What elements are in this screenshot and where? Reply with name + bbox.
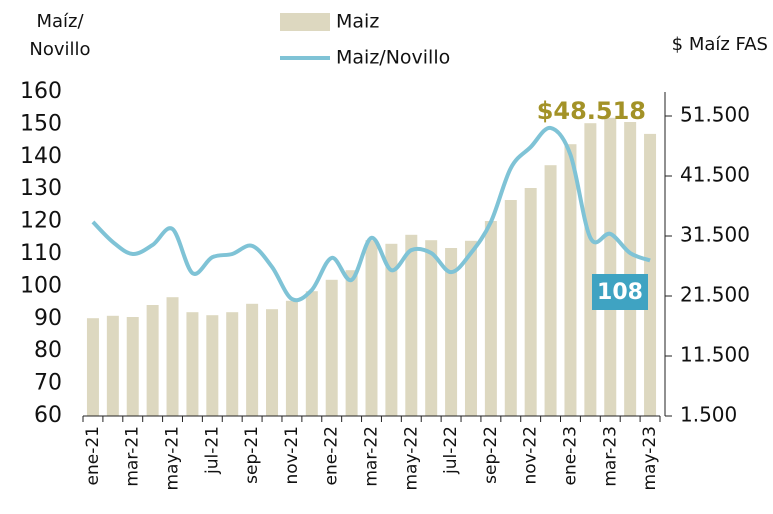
- bar: [146, 305, 159, 416]
- y-tick-label: 120: [20, 209, 62, 234]
- x-tick-label: jul-22: [441, 426, 461, 475]
- bar: [126, 317, 139, 416]
- x-tick-label: ene-22: [322, 426, 342, 485]
- bar: [325, 279, 338, 416]
- bar: [584, 123, 597, 416]
- legend-label: Maiz: [336, 11, 379, 33]
- y2-tick-label: 51.500: [680, 103, 750, 127]
- x-tick-label: mar-23: [600, 426, 620, 487]
- bar: [246, 303, 259, 416]
- x-tick-label: ene-21: [83, 426, 103, 485]
- x-tick-label: jul-21: [202, 426, 222, 475]
- bar: [484, 221, 497, 416]
- legend-swatch: [280, 13, 330, 31]
- y-axis-label: Novillo: [29, 39, 90, 60]
- bar: [624, 122, 637, 416]
- y-tick-label: 80: [34, 338, 62, 363]
- bar: [464, 240, 477, 416]
- x-tick-label: nov-22: [521, 426, 541, 485]
- bar: [385, 243, 398, 416]
- value-label: 108: [597, 280, 643, 305]
- bar: [564, 144, 577, 416]
- bar: [266, 309, 279, 416]
- line: [91, 125, 651, 303]
- x-tick-label: ene-23: [560, 426, 580, 485]
- y-tick-label: 100: [20, 273, 62, 298]
- y2-tick-label: 31.500: [680, 223, 750, 247]
- y-tick-label: 60: [34, 403, 62, 428]
- bar: [445, 248, 458, 416]
- bar: [365, 240, 378, 416]
- bar: [186, 312, 199, 416]
- y2-tick-label: 21.500: [680, 283, 750, 307]
- y-axis-label: Maíz/: [36, 11, 84, 32]
- bar: [504, 200, 517, 416]
- bar: [226, 312, 239, 416]
- bar: [106, 315, 119, 416]
- bar: [604, 117, 617, 417]
- bar: [166, 297, 179, 416]
- bar: [285, 300, 298, 416]
- y-tick-label: 150: [20, 111, 62, 136]
- legend-label: Maiz/Novillo: [336, 47, 450, 69]
- y2-tick-label: 41.500: [680, 163, 750, 187]
- x-tick-label: may-21: [163, 426, 183, 491]
- y2-axis-label: $ Maíz FAS: [672, 34, 768, 55]
- y-tick-label: 70: [34, 371, 62, 396]
- value-label-box: [592, 274, 648, 310]
- bar: [524, 188, 537, 416]
- bar: [345, 270, 358, 416]
- y2-tick-label: 11.500: [680, 343, 750, 367]
- x-tick-label: nov-21: [282, 426, 302, 485]
- x-tick-label: may-22: [401, 426, 421, 491]
- x-tick-label: sep-22: [481, 426, 501, 484]
- y-tick-label: 130: [20, 176, 62, 201]
- bar: [206, 315, 219, 416]
- value-label: $48.518: [537, 97, 646, 125]
- bar: [305, 291, 318, 416]
- y-tick-label: 90: [34, 306, 62, 331]
- bar: [644, 133, 657, 416]
- y2-tick-label: 1.500: [680, 403, 737, 427]
- bar: [544, 165, 557, 416]
- x-tick-label: may-23: [640, 426, 660, 491]
- y-tick-label: 140: [20, 144, 62, 169]
- x-tick-label: mar-21: [123, 426, 143, 487]
- x-tick-label: mar-22: [362, 426, 382, 487]
- x-tick-label: sep-21: [242, 426, 262, 484]
- y-tick-label: 160: [20, 79, 62, 104]
- bar: [405, 234, 418, 416]
- y-tick-label: 110: [20, 241, 62, 266]
- bar: [425, 240, 438, 416]
- bar: [86, 318, 99, 416]
